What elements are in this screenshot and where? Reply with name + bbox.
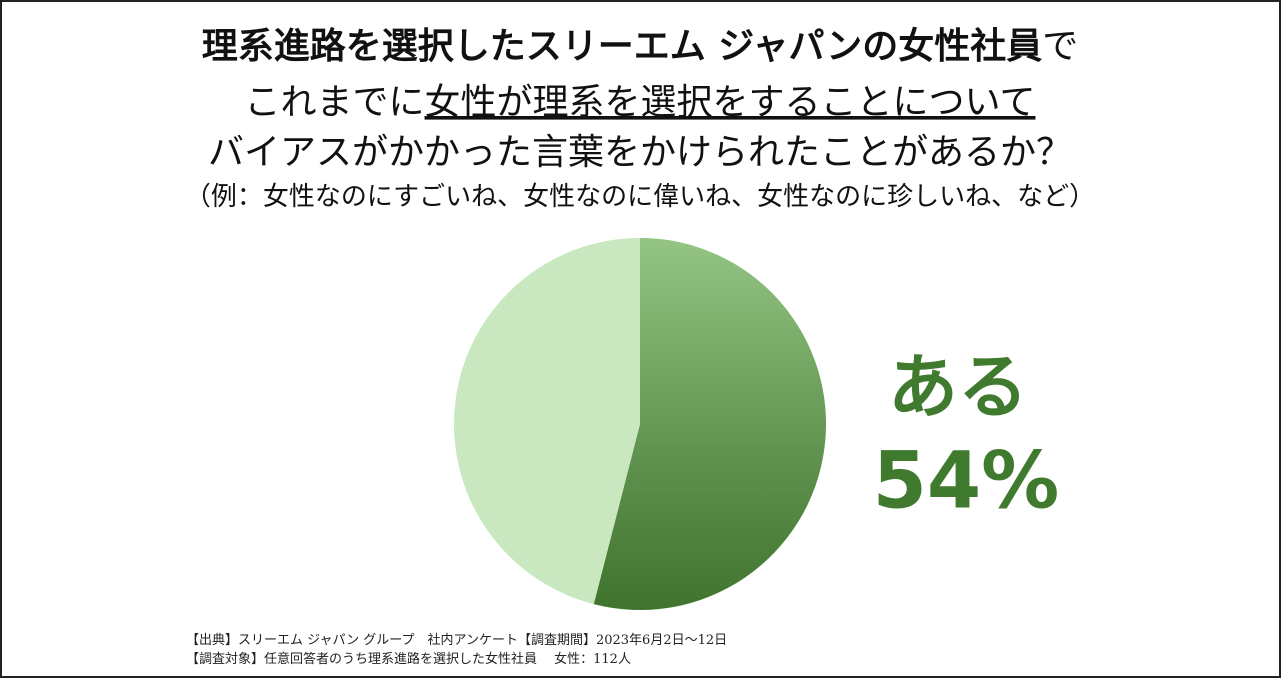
title-bold: 理系進路を選択したスリーエム ジャパンの女性社員 bbox=[202, 26, 1043, 67]
source-note: 【調査対象】任意回答者のうち理系進路を選択した女性社員 女性：112人 bbox=[186, 651, 631, 667]
pie bbox=[453, 238, 826, 610]
slice-value-label: 54% bbox=[873, 436, 1060, 526]
title-line: バイアスがかかった言葉をかけられたことがあるか？ bbox=[208, 132, 1072, 173]
subtitle: （例：女性なのにすごいね、女性なのに偉いね、女性なのに珍しいね、など） bbox=[185, 182, 1095, 212]
slice-label: ある bbox=[888, 346, 1028, 428]
pie-slice bbox=[453, 238, 640, 605]
title-part: これまでに bbox=[245, 82, 425, 123]
source-note: 【出典】スリーエム ジャパン グループ 社内アンケート【調査期間】2023年6月… bbox=[186, 632, 727, 648]
title-line: 理系進路を選択したスリーエム ジャパンの女性社員で bbox=[202, 26, 1079, 67]
title-line: これまでに女性が理系を選択をすることについて bbox=[245, 82, 1036, 123]
title-part: で bbox=[1042, 26, 1078, 67]
title-underlined: 女性が理系を選択をすることについて bbox=[425, 82, 1036, 123]
slice-shade bbox=[593, 238, 826, 610]
